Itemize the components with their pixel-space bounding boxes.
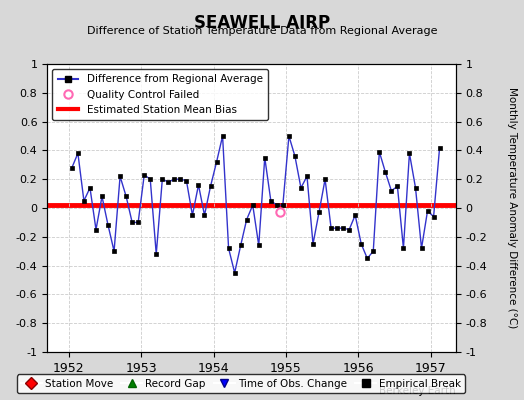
- Legend: Difference from Regional Average, Quality Control Failed, Estimated Station Mean: Difference from Regional Average, Qualit…: [52, 69, 268, 120]
- Y-axis label: Monthly Temperature Anomaly Difference (°C): Monthly Temperature Anomaly Difference (…: [507, 87, 517, 329]
- Legend: Station Move, Record Gap, Time of Obs. Change, Empirical Break: Station Move, Record Gap, Time of Obs. C…: [17, 374, 465, 393]
- Text: SEAWELL AIRP: SEAWELL AIRP: [194, 14, 330, 32]
- Text: Difference of Station Temperature Data from Regional Average: Difference of Station Temperature Data f…: [87, 26, 437, 36]
- Text: Berkeley Earth: Berkeley Earth: [379, 386, 456, 396]
